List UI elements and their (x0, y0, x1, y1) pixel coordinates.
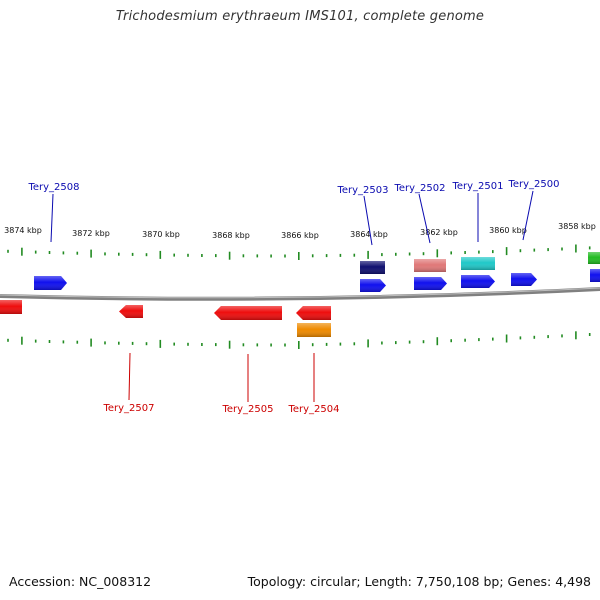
gene-feature-navy[interactable] (360, 261, 385, 274)
gene-label[interactable]: Tery_2501 (451, 181, 503, 192)
gene-arrow-minus[interactable] (0, 300, 22, 314)
kbp-label: 3858 kbp (558, 222, 596, 231)
label-leader-line (50, 193, 54, 243)
gene-feature-orange[interactable] (297, 323, 331, 337)
kbp-label: 3868 kbp (212, 231, 250, 240)
gene-arrow-plus[interactable] (511, 273, 537, 286)
lower-tick-marks (7, 331, 591, 349)
gene-feature-cyan[interactable] (461, 257, 495, 270)
gene-label[interactable]: Tery_2500 (507, 179, 559, 190)
label-leader-line (522, 190, 534, 241)
kbp-label: 3864 kbp (350, 230, 388, 239)
label-leader-line (363, 195, 373, 246)
kbp-label: 3860 kbp (489, 226, 527, 235)
upper-tick-marks (7, 244, 591, 260)
kbp-label: 3874 kbp (4, 226, 42, 235)
gene-label[interactable]: Tery_2502 (393, 183, 445, 194)
gene-arrow-minus[interactable] (296, 306, 331, 320)
page-title: Trichodesmium erythraeum IMS101, complet… (115, 9, 485, 24)
kbp-label: 3872 kbp (72, 229, 110, 238)
gene-arrow-plus[interactable] (360, 279, 386, 292)
label-leader-line (128, 352, 131, 401)
gene-label[interactable]: Tery_2507 (102, 403, 154, 414)
gene-arrow-plus[interactable] (590, 269, 600, 282)
gene-label[interactable]: Tery_2503 (336, 185, 388, 196)
genome-backbone (0, 287, 600, 301)
gene-label[interactable]: Tery_2508 (27, 182, 79, 193)
kbp-label: 3866 kbp (281, 231, 319, 240)
label-leader-line (418, 193, 431, 244)
gene-feature-salmon[interactable] (414, 259, 446, 272)
genome-summary-text: Topology: circular; Length: 7,750,108 bp… (247, 574, 591, 589)
gene-arrow-plus[interactable] (414, 277, 447, 290)
gene-feature-green[interactable] (588, 252, 600, 264)
gene-label[interactable]: Tery_2504 (287, 404, 339, 415)
accession-text: Accession: NC_008312 (9, 574, 152, 589)
gene-arrow-plus[interactable] (34, 276, 67, 290)
gene-arrow-minus[interactable] (119, 305, 143, 318)
gene-label[interactable]: Tery_2505 (221, 404, 273, 415)
gene-arrow-plus[interactable] (461, 275, 495, 288)
genome-backbone-highlight (0, 287, 600, 299)
gene-arrow-minus[interactable] (214, 306, 282, 320)
kbp-label: 3862 kbp (420, 228, 458, 237)
kbp-label: 3870 kbp (142, 230, 180, 239)
